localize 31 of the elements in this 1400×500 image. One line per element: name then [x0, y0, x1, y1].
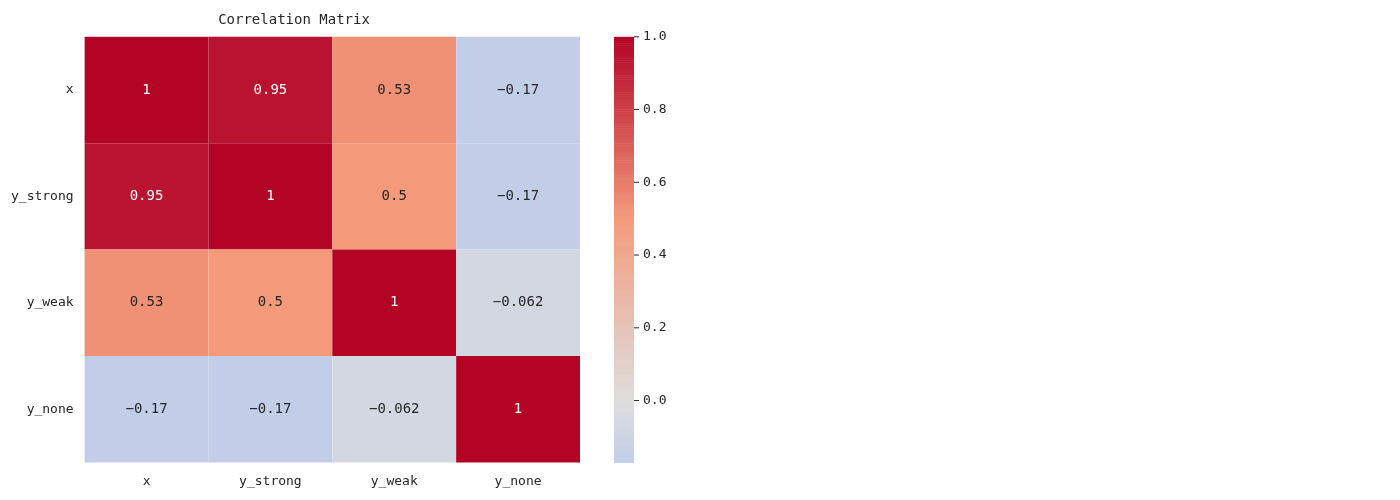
x-tick-label: y_weak [370, 472, 418, 488]
y-tick-label: y_strong [10, 187, 74, 203]
x-tick-label: y_strong [239, 472, 302, 488]
data-label: 0.53 [129, 293, 164, 310]
data-label: −0.062 [492, 293, 544, 310]
data-label: −0.062 [368, 399, 420, 416]
data-label: 0.95 [253, 80, 288, 97]
y-tick-label: x [65, 81, 74, 97]
data-label: 1 [390, 293, 399, 310]
data-label: −0.17 [497, 187, 540, 204]
data-label: 0.5 [381, 187, 407, 204]
y-tick-label: y_none [26, 400, 74, 416]
color-bar-label: 0.4 [643, 246, 667, 262]
x-tick-label: y_none [494, 472, 542, 488]
data-label: 1 [142, 80, 151, 97]
color-bar-label: 0.6 [643, 173, 667, 189]
data-label: 0.95 [129, 187, 164, 204]
color-bar-label: 0.0 [643, 391, 667, 407]
data-label: −0.17 [125, 399, 168, 416]
data-label: −0.17 [249, 399, 292, 416]
color-bar-label: 0.8 [643, 100, 667, 116]
data-label: 0.53 [377, 80, 412, 97]
data-label: −0.17 [497, 80, 540, 97]
data-label: 0.5 [257, 293, 284, 310]
x-tick-label: x [142, 472, 151, 488]
color-bar-label: 1.0 [643, 28, 667, 44]
color-bar-label: 0.2 [643, 319, 667, 335]
data-label: 1 [513, 399, 523, 416]
data-label: 1 [266, 187, 275, 204]
chart-title: Correlation Matrix [218, 11, 370, 28]
y-tick-label: y_weak [26, 294, 74, 310]
